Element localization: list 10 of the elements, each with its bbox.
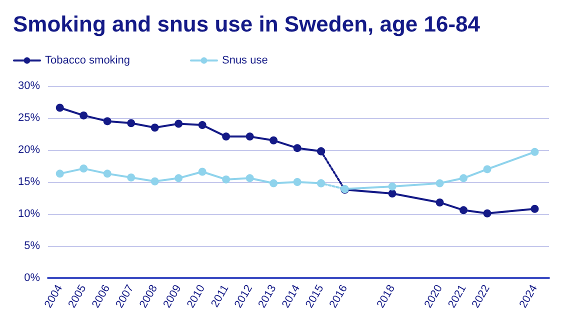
legend-label: Tobacco smoking [45, 54, 130, 66]
y-tick-label: 20% [18, 144, 40, 156]
y-tick-label: 25% [18, 112, 40, 124]
y-tick-label: 5% [24, 240, 40, 252]
y-tick-label: 15% [18, 176, 40, 188]
legend-label: Snus use [222, 54, 268, 66]
y-tick-label: 10% [18, 208, 40, 220]
y-tick-label: 0% [24, 272, 40, 284]
y-tick-label: 30% [18, 80, 40, 92]
chart-title: Smoking and snus use in Sweden, age 16-84 [13, 12, 481, 36]
